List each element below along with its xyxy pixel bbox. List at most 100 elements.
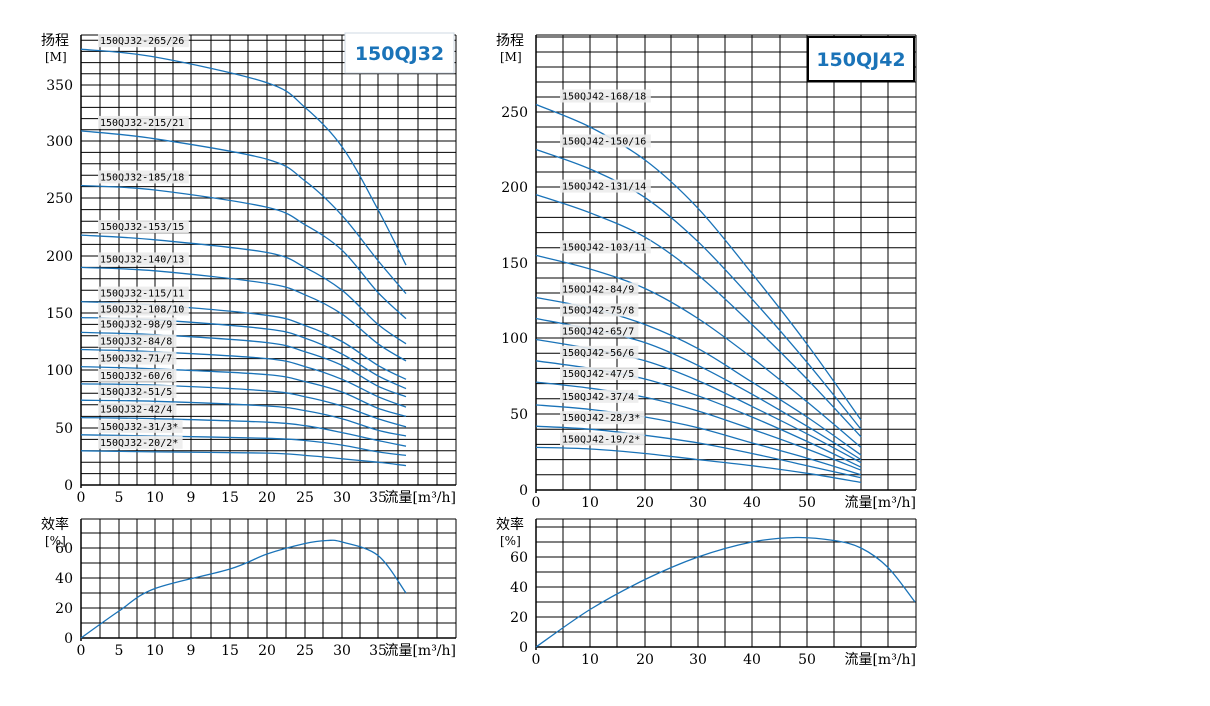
y-tick-label: 50 [510,407,528,423]
series-label-bg [560,240,651,254]
series-label-bg [98,34,189,48]
series-curve [535,103,862,421]
series-label-bg [98,317,177,331]
series-label-bg [98,351,177,365]
series-label: 150QJ32-60/6 [100,371,172,382]
x-tick-label: 5 [115,490,124,506]
series-label-bg [98,435,183,449]
x-tick-label: 35 [369,643,387,659]
y-tick-label: 0 [64,631,73,647]
series-label-bg [560,367,639,381]
series-label-bg [560,411,645,425]
series-label: 150QJ42-37/4 [562,392,634,403]
series-label: 150QJ32-20/2* [100,438,178,449]
series-label: 150QJ42-168/18 [562,92,646,103]
series-label-bg [98,220,189,234]
y-tick-label: 350 [46,78,73,94]
series-label: 150QJ32-31/3* [100,422,178,433]
series-curve [80,416,407,447]
series-curve [80,365,407,418]
y-tick-label: 0 [519,483,528,499]
series-label: 150QJ32-42/4 [100,405,172,416]
series-label-bg [560,324,639,338]
series-label: 150QJ32-108/10 [100,305,184,316]
series-label: 150QJ32-215/21 [100,118,184,129]
y-tick-label: 150 [46,306,73,322]
x-tick-label: 50 [798,652,816,668]
y-tick-label: 0 [64,478,73,494]
y-tick-label: 0 [519,640,528,656]
x-tick-label: 30 [333,643,351,659]
chart-c32-eff: 0 20 40 60 0 5 10 9 15 20 25 30 35 效率[%] 流量[m³/h] [41,516,457,659]
series-label: 150QJ32-98/9 [100,319,172,330]
y-tick-label: 200 [46,249,73,265]
series-label-bg [98,368,177,382]
series-curve [80,383,407,428]
series-label: 150QJ42-84/9 [562,285,634,296]
series-label: 150QJ32-51/5 [100,387,172,398]
x-tick-label: 5 [115,643,124,659]
series-curve [80,450,407,467]
series-label: 150QJ42-75/8 [562,306,634,317]
series-curve [535,254,862,448]
y-tick-label: 60 [510,550,528,566]
y-axis-unit: [%] [500,534,521,548]
series-label: 150QJ42-131/14 [562,182,646,193]
x-tick-label: 30 [689,495,707,511]
x-axis-label: 流量[m³/h] [844,495,916,511]
series-label-bg [560,179,651,193]
x-tick-label: 40 [743,495,761,511]
x-tick-label: 30 [689,652,707,668]
series-label: 150QJ32-84/8 [100,336,172,347]
series-curve [80,234,407,345]
x-tick-label: 10 [146,643,164,659]
series-curve [80,130,407,295]
x-tick-label: 0 [77,643,86,659]
x-axis-label: 流量[m³/h] [384,643,456,659]
model-title: 150QJ42 [816,49,905,71]
series-label-bg [98,334,177,348]
x-tick-label: 20 [636,495,654,511]
series-curve [80,399,407,437]
model-title-box [344,32,455,74]
series-label: 150QJ42-47/5 [562,369,634,380]
series-label: 150QJ42-28/3* [562,413,640,424]
chart-c42-head: 0 50 100 150 200 250 0 10 20 30 40 50 扬程[M] 流量[m³/h] 1… [496,33,917,511]
chart-c32-head: 0 50 100 150 200 250 300 350 0 5 10 9 15 20 25 30 35 扬程[M… [41,32,457,506]
series-curve [535,425,862,479]
y-axis-label: 扬程 [496,33,524,49]
y-tick-label: 60 [55,541,73,557]
y-axis-label: 效率 [41,516,69,533]
model-title-box [807,36,915,82]
series-curve [80,48,407,266]
series-label-bg [560,89,651,103]
grid-lines [535,518,917,648]
y-tick-label: 20 [510,610,528,626]
x-tick-label: 0 [532,652,541,668]
model-title: 150QJ32 [355,43,444,65]
series-label-bg [98,385,177,399]
series-label: 150QJ32-153/15 [100,222,184,233]
x-tick-label: 10 [146,490,164,506]
series-curve [535,536,916,648]
y-tick-label: 150 [501,256,528,272]
y-tick-label: 200 [501,180,528,196]
x-axis-label: 流量[m³/h] [384,490,456,506]
y-tick-label: 250 [501,105,528,121]
series-curve [535,446,862,484]
series-label-bg [560,432,645,446]
series-label: 150QJ42-103/11 [562,242,646,253]
y-tick-label: 300 [46,134,73,150]
series-label-bg [560,389,639,403]
y-tick-label: 40 [55,571,73,587]
series-label-bg [560,282,639,296]
series-curve [80,539,407,639]
y-tick-label: 40 [510,580,528,596]
chart-c42-eff: 0 20 40 60 0 10 20 30 40 50 效率[%] 流量[m³/h] [496,516,917,668]
series-label-bg [560,303,639,317]
series-label-bg [560,345,639,359]
y-tick-label: 50 [55,421,73,437]
series-label: 150QJ42-150/16 [562,137,646,148]
x-tick-label: 25 [296,490,314,506]
